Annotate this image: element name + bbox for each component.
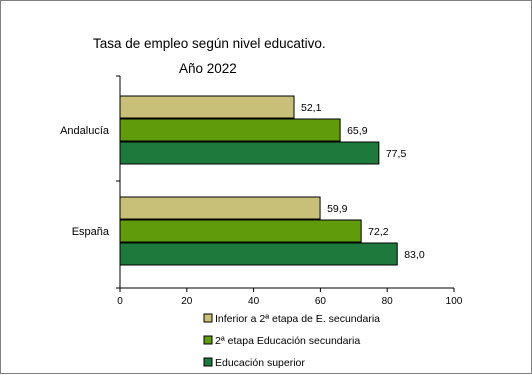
bar: [119, 95, 295, 119]
chart-subtitle: Año 2022: [179, 61, 237, 76]
legend-label: Educación superior: [215, 357, 305, 369]
bar: [119, 219, 362, 243]
bar: [119, 242, 398, 266]
x-tick-label: 100: [446, 296, 463, 307]
plot-area: 0 20 40 60 80 100 Andalucía 52,1 65,9 77,5 España 5…: [60, 75, 463, 307]
x-tick-label: 40: [248, 296, 260, 307]
x-tick-label: 80: [382, 296, 394, 307]
x-tick-label: 60: [315, 296, 327, 307]
legend-label: Inferior a 2ª etapa de E. secundaria: [215, 313, 380, 325]
bar: [119, 141, 380, 165]
legend-label: 2ª etapa Educación secundaria: [215, 335, 360, 347]
legend-swatch: [203, 357, 213, 367]
bar: [119, 196, 321, 220]
x-tick-label: 0: [117, 296, 123, 307]
data-label: 52,1: [301, 102, 322, 114]
legend: Inferior a 2ª etapa de E. secundaria 2ª e…: [203, 313, 380, 369]
category-label: Andalucía: [60, 125, 110, 137]
legend-swatch: [203, 313, 213, 323]
data-label: 65,9: [347, 125, 368, 137]
data-label: 77,5: [386, 148, 407, 160]
data-label: 59,9: [327, 203, 348, 215]
category-label: España: [72, 226, 110, 238]
chart-title: Tasa de empleo según nivel educativo.: [93, 36, 326, 51]
data-label: 83,0: [404, 249, 425, 261]
legend-swatch: [203, 335, 213, 345]
bar: [119, 118, 341, 142]
x-tick-label: 20: [181, 296, 193, 307]
data-label: 72,2: [368, 226, 389, 238]
